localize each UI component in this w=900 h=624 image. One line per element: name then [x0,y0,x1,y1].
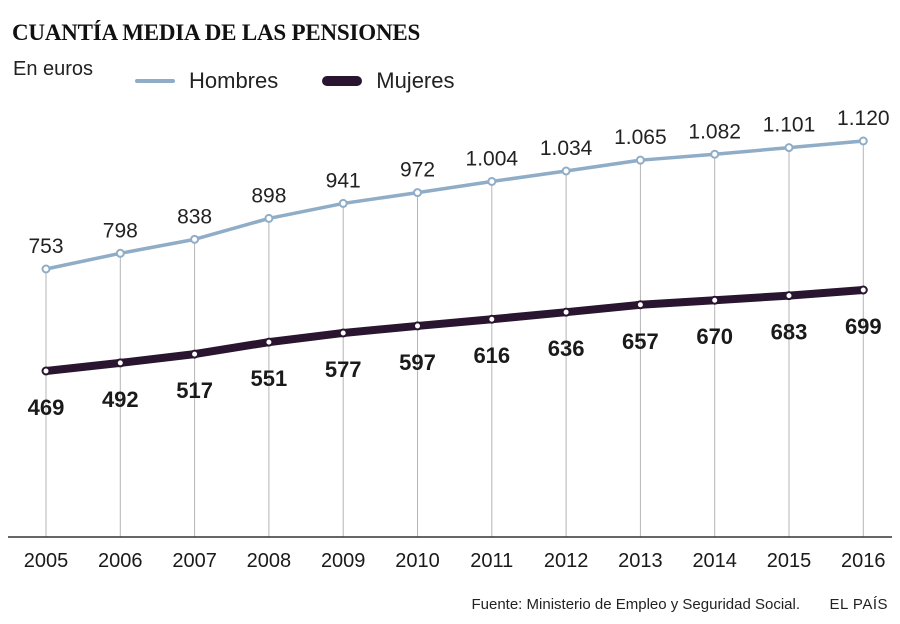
point-mujeres-2006 [115,358,125,368]
legend-swatch-mujeres [322,76,363,86]
data-label-hombres-2007: 838 [177,205,212,228]
data-label-mujeres-2011: 616 [473,343,510,368]
point-mujeres-2014 [710,295,720,305]
data-label-mujeres-2013: 657 [622,329,659,354]
chart-subtitle: En euros [13,58,94,80]
data-label-hombres-2008: 898 [251,184,286,207]
legend-item-hombres: Hombres [135,68,278,94]
point-hombres-2008 [264,213,274,223]
x-tick-label-2015: 2015 [767,550,812,572]
point-mujeres-2015 [784,291,794,301]
point-mujeres-2016 [858,285,868,295]
data-label-hombres-2013: 1.065 [614,126,667,149]
point-mujeres-2008 [264,337,274,347]
data-label-mujeres-2005: 469 [28,395,65,420]
data-label-hombres-2010: 972 [400,159,435,182]
point-hombres-2011 [487,176,497,186]
data-label-hombres-2016: 1.120 [837,107,890,130]
legend-label-hombres: Hombres [189,68,279,93]
data-label-hombres-2014: 1.082 [688,120,741,143]
data-label-hombres-2005: 753 [28,235,63,258]
chart-title: CUANTÍA MEDIA DE LAS PENSIONES [12,20,421,45]
point-mujeres-2009 [338,328,348,338]
x-tick-label-2009: 2009 [321,550,366,572]
point-hombres-2013 [635,155,645,165]
point-mujeres-2011 [487,314,497,324]
point-hombres-2015 [784,143,794,153]
point-hombres-2005 [41,264,51,274]
x-tick-label-2014: 2014 [692,550,737,572]
legend-swatch-hombres [135,79,175,83]
data-label-mujeres-2008: 551 [251,366,288,391]
x-tick-label-2011: 2011 [470,550,513,572]
data-label-mujeres-2016: 699 [845,314,882,339]
data-label-hombres-2006: 798 [103,219,138,242]
point-hombres-2010 [413,188,422,198]
data-label-hombres-2009: 941 [326,169,361,192]
data-label-mujeres-2006: 492 [102,387,139,412]
point-hombres-2014 [710,149,720,159]
data-label-mujeres-2009: 577 [325,357,362,382]
point-mujeres-2013 [635,300,645,310]
brand-logo-text: EL PAÍS [829,596,888,613]
legend: Hombres Mujeres [135,68,499,94]
series-line-hombres [45,139,864,271]
point-hombres-2006 [115,248,125,258]
point-mujeres-2007 [190,349,200,359]
point-hombres-2007 [190,234,200,244]
point-mujeres-2005 [41,366,51,376]
point-hombres-2012 [561,166,571,176]
x-tick-label-2006: 2006 [98,550,143,572]
legend-item-mujeres: Mujeres [322,68,455,94]
x-tick-label-2010: 2010 [395,550,440,572]
x-tick-label-2016: 2016 [841,550,886,572]
point-hombres-2016 [858,136,868,146]
x-tick-label-2013: 2013 [618,550,663,572]
data-label-hombres-2012: 1.034 [540,137,593,160]
data-label-mujeres-2012: 636 [548,336,585,361]
data-label-mujeres-2014: 670 [696,324,733,349]
point-mujeres-2012 [561,307,571,317]
point-mujeres-2010 [413,321,422,331]
x-tick-label-2012: 2012 [544,550,589,572]
x-tick-label-2007: 2007 [172,550,217,572]
data-label-hombres-2011: 1.004 [466,147,519,170]
data-label-mujeres-2015: 683 [771,320,808,345]
data-label-mujeres-2007: 517 [176,378,213,403]
x-tick-label-2005: 2005 [24,550,69,572]
data-label-hombres-2015: 1.101 [763,114,816,137]
data-label-mujeres-2010: 597 [399,350,436,375]
point-hombres-2009 [338,198,348,208]
x-tick-label-2008: 2008 [247,550,292,572]
source-note: Fuente: Ministerio de Empleo y Seguridad… [471,596,800,613]
series-line-mujeres [42,286,868,375]
legend-label-mujeres: Mujeres [376,68,455,93]
